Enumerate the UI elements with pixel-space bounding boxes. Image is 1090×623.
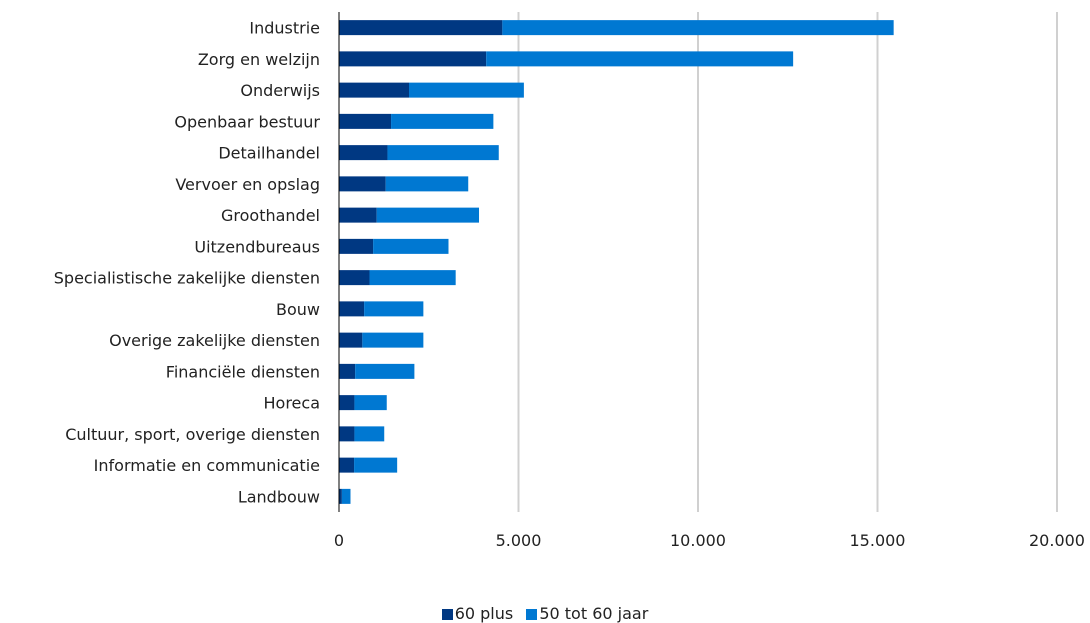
category-label: Specialistische zakelijke diensten xyxy=(54,269,320,288)
legend-label-50-tot-60: 50 tot 60 jaar xyxy=(539,604,649,623)
bar-segment-50-tot-60 xyxy=(409,82,524,98)
x-tick-label: 0 xyxy=(334,531,344,550)
bar-segment-50-tot-60 xyxy=(376,207,480,223)
bar-segment-50-tot-60 xyxy=(373,238,449,254)
bar-segment-50-tot-60 xyxy=(341,488,351,504)
legend-item-50-tot-60: 50 tot 60 jaar xyxy=(526,604,648,623)
legend: 60 plus 50 tot 60 jaar xyxy=(0,604,1090,623)
category-label: Industrie xyxy=(249,19,320,38)
category-labels: Industrie Zorg en welzijn Onderwijs Openbaa… xyxy=(54,19,321,507)
legend-swatch-60-plus xyxy=(441,609,453,620)
bar-segment-60-plus xyxy=(339,301,365,317)
x-tick-label: 5.000 xyxy=(496,531,542,550)
bar-segment-60-plus xyxy=(339,145,388,161)
bar-segment-60-plus xyxy=(339,207,377,223)
bar-segment-50-tot-60 xyxy=(354,426,385,442)
x-tick-label: 20.000 xyxy=(1029,531,1085,550)
bar-segment-50-tot-60 xyxy=(486,51,794,67)
legend-label-60-plus: 60 plus xyxy=(454,604,514,623)
bar-segment-60-plus xyxy=(339,20,503,36)
bar-segment-60-plus xyxy=(339,51,487,67)
bar-segment-60-plus xyxy=(339,363,356,379)
bar-segment-60-plus xyxy=(339,488,342,504)
legend-item-60-plus: 60 plus xyxy=(441,604,514,623)
category-label: Financiële diensten xyxy=(166,362,320,381)
bar-segment-60-plus xyxy=(339,82,410,98)
category-label: Groothandel xyxy=(221,206,320,225)
legend-swatch-50-tot-60 xyxy=(526,609,538,620)
bar-segment-50-tot-60 xyxy=(364,301,424,317)
bar-segment-60-plus xyxy=(339,238,374,254)
bar-segment-60-plus xyxy=(339,113,392,129)
x-tick-label: 10.000 xyxy=(670,531,726,550)
bar-segment-60-plus xyxy=(339,332,363,348)
bar-segment-50-tot-60 xyxy=(354,457,398,473)
bar-segment-50-tot-60 xyxy=(385,176,469,192)
bar-segment-60-plus xyxy=(339,457,355,473)
category-label: Landbouw xyxy=(238,487,320,506)
bar-chart: Industrie Zorg en welzijn Onderwijs Openbaa… xyxy=(54,12,1085,550)
bar-segment-50-tot-60 xyxy=(362,332,424,348)
bar-segment-60-plus xyxy=(339,426,355,442)
bar-segment-60-plus xyxy=(339,395,355,411)
category-label: Bouw xyxy=(276,300,320,319)
category-label: Uitzendbureaus xyxy=(194,237,320,256)
category-label: Openbaar bestuur xyxy=(174,112,320,131)
bars xyxy=(339,20,894,504)
category-label: Detailhandel xyxy=(218,144,320,163)
category-label: Onderwijs xyxy=(240,81,320,100)
x-tick-label: 15.000 xyxy=(850,531,906,550)
bar-segment-50-tot-60 xyxy=(355,363,415,379)
x-axis-ticks: 0 5.000 10.000 15.000 20.000 xyxy=(334,531,1085,550)
category-label: Zorg en welzijn xyxy=(198,50,320,69)
bar-segment-50-tot-60 xyxy=(391,113,494,129)
gridlines xyxy=(517,12,1058,512)
category-label: Horeca xyxy=(264,394,321,413)
category-label: Vervoer en opslag xyxy=(175,175,320,194)
bar-segment-50-tot-60 xyxy=(369,270,456,286)
bar-segment-60-plus xyxy=(339,270,370,286)
bar-segment-60-plus xyxy=(339,176,386,192)
bar-segment-50-tot-60 xyxy=(354,395,387,411)
category-label: Cultuur, sport, overige diensten xyxy=(65,425,320,444)
category-label: Informatie en communicatie xyxy=(94,456,320,475)
bar-segment-50-tot-60 xyxy=(387,145,499,161)
bar-segment-50-tot-60 xyxy=(502,20,894,36)
category-label: Overige zakelijke diensten xyxy=(109,331,320,350)
